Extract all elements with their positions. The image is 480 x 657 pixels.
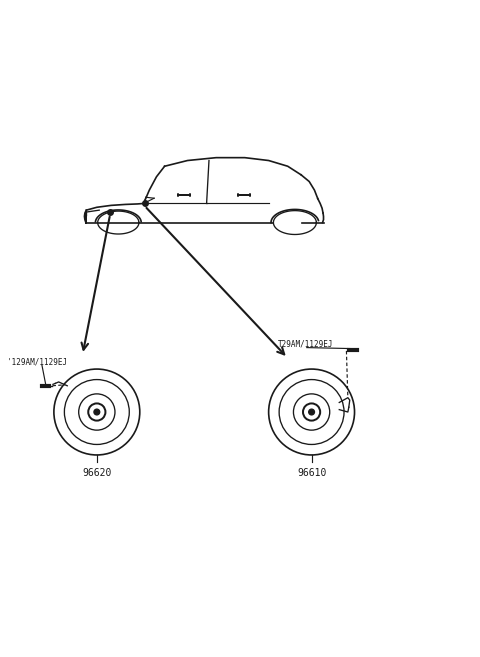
Text: T29AM/1129EJ: T29AM/1129EJ (278, 340, 334, 349)
Text: 96620: 96620 (82, 468, 111, 478)
Text: 96610: 96610 (297, 468, 326, 478)
Circle shape (309, 409, 314, 415)
Circle shape (94, 409, 100, 415)
Text: '129AM/1129EJ: '129AM/1129EJ (7, 357, 67, 367)
